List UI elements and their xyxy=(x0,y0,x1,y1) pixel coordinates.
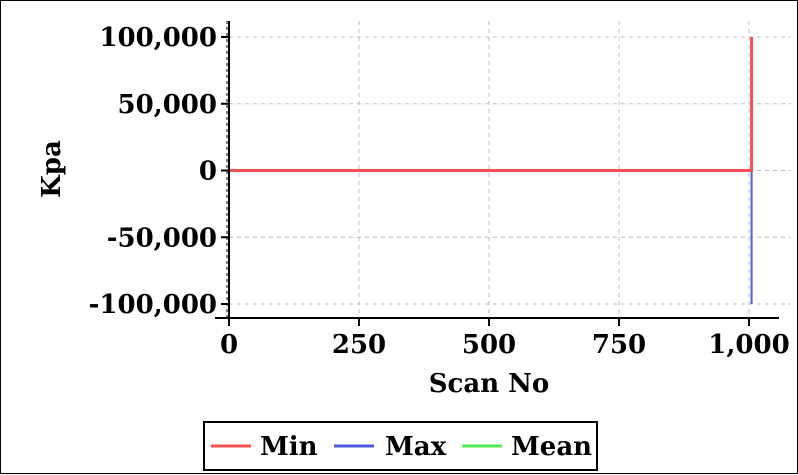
x-tick-label: 500 xyxy=(462,330,516,360)
y-tick-label: 0 xyxy=(199,157,217,187)
legend-label-max: Max xyxy=(385,432,447,462)
legend: Min Max Mean xyxy=(203,421,598,471)
series-lines xyxy=(229,37,754,304)
series-line-max xyxy=(229,169,753,304)
axes xyxy=(215,21,779,326)
x-tick-label: 0 xyxy=(220,330,238,360)
x-tick-label: 750 xyxy=(592,330,646,360)
grid-lines xyxy=(228,21,791,316)
y-tick-label: -50,000 xyxy=(107,223,217,253)
y-tick-label: 50,000 xyxy=(117,90,217,120)
series-line-min xyxy=(229,37,754,172)
x-tick-label: 1,000 xyxy=(708,330,789,360)
legend-label-min: Min xyxy=(260,432,318,462)
legend-box xyxy=(203,421,598,471)
y-tick-label: 100,000 xyxy=(99,23,217,53)
y-tick-label: -100,000 xyxy=(89,290,217,320)
legend-label-mean: Mean xyxy=(511,432,592,462)
x-tick-label: 250 xyxy=(332,330,386,360)
x-axis-title: Scan No xyxy=(429,369,550,399)
y-axis-title: Kpa xyxy=(37,140,67,198)
